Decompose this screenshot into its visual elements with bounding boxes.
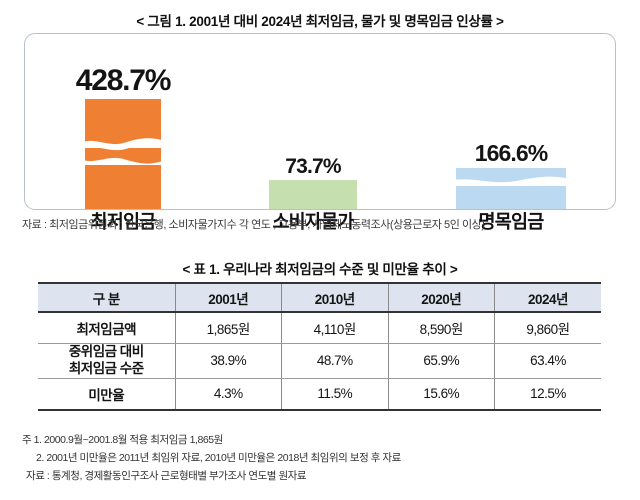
cell-minimum-wage-2010: 4,110원 (281, 312, 389, 344)
table-header-2020: 2020년 (387, 282, 495, 313)
table-row: 최저임금액 1,865원 4,110원 8,590원 9,860원 (38, 312, 601, 344)
bar-value-minimum-wage: 428.7% (75, 64, 172, 97)
bar-group-minimum-wage: 428.7% 최저임금 (76, 66, 172, 231)
bar-group-consumer-price: 73.7% 소비자물가 (269, 156, 357, 231)
bar-label-nominal-wage: 명목임금 (478, 211, 545, 232)
bar-group-nominal-wage: 166.6% 명목임금 (456, 142, 566, 231)
cell-minimum-wage-2001: 1,865원 (174, 312, 282, 344)
figure-chart-card: 428.7% 최저임금 73.7% 소비자물가 166.6% 명목임금 (24, 33, 616, 231)
bar-label-consumer-price: 소비자물가 (272, 211, 354, 232)
cell-minimum-wage-2024: 9,860원 (494, 312, 601, 344)
cell-noncompliance-2001: 4.3% (174, 378, 282, 411)
bar-rect-minimum-wage (85, 99, 161, 209)
axis-break-wave (85, 145, 161, 154)
statistics-table: 구 분 2001년 2010년 2020년 2024년 최저임금액 1,865원… (38, 282, 601, 411)
axis-break-wave (85, 154, 161, 165)
cell-noncompliance-2020: 15.6% (387, 378, 495, 411)
table-footnote-2: 2. 2001년 미만율은 2011년 최임위 자료, 2010년 미만율은 2… (36, 452, 401, 464)
table-row: 중위임금 대비 최저임금 수준 38.9% 48.7% 65.9% 63.4% (38, 343, 601, 379)
bar-rect-nominal-wage (456, 168, 566, 209)
axis-break-wave (456, 176, 566, 186)
row-label-line2: 최저임금 수준 (68, 360, 144, 376)
row-label-noncompliance-rate: 미만율 (38, 378, 176, 411)
table-title: < 표 1. 우리나라 최저임금의 수준 및 미만율 추이 > (182, 262, 458, 277)
figure-title: < 그림 1. 2001년 대비 2024년 최저임금, 물가 및 명목임금 인… (136, 14, 504, 29)
cell-minimum-wage-2020: 8,590원 (387, 312, 495, 344)
table-header-row: 구 분 2001년 2010년 2020년 2024년 (38, 282, 601, 313)
row-label-minimum-wage-amount: 최저임금액 (38, 312, 176, 344)
bar-value-nominal-wage: 166.6% (474, 140, 549, 166)
table-header-2001: 2001년 (174, 282, 282, 313)
cell-noncompliance-2010: 11.5% (281, 378, 389, 411)
bar-label-minimum-wage: 최저임금 (90, 211, 157, 232)
row-label-median-wage-ratio: 중위임금 대비 최저임금 수준 (38, 343, 176, 379)
axis-break-wave (85, 137, 161, 148)
bar-rect-consumer-price (269, 180, 357, 209)
table-footnote-1: 주 1. 2000.9월~2001.8월 적용 최저임금 1,865원 (22, 434, 223, 446)
cell-median-ratio-2020: 65.9% (387, 343, 495, 379)
table-header-category: 구 분 (38, 282, 176, 313)
table-header-2024: 2024년 (494, 282, 601, 313)
row-label-line1: 중위임금 대비 (68, 344, 144, 359)
figure-source-note: 자료 : 최저임금위원회 ; 한국은행, 소비자물가지수 각 연도 ; 고용부,… (22, 219, 485, 231)
cell-noncompliance-2024: 12.5% (494, 378, 601, 411)
table-row: 미만율 4.3% 11.5% 15.6% 12.5% (38, 378, 601, 411)
cell-median-ratio-2010: 48.7% (281, 343, 389, 379)
table-header-2010: 2010년 (281, 282, 389, 313)
cell-median-ratio-2024: 63.4% (494, 343, 601, 379)
table-source-note: 자료 : 통계청, 경제활동인구조사 근로형태별 부가조사 연도별 원자료 (26, 470, 307, 482)
bar-value-consumer-price: 73.7% (285, 155, 341, 178)
cell-median-ratio-2001: 38.9% (174, 343, 282, 379)
bar-chart: 428.7% 최저임금 73.7% 소비자물가 166.6% 명목임금 (25, 34, 615, 231)
